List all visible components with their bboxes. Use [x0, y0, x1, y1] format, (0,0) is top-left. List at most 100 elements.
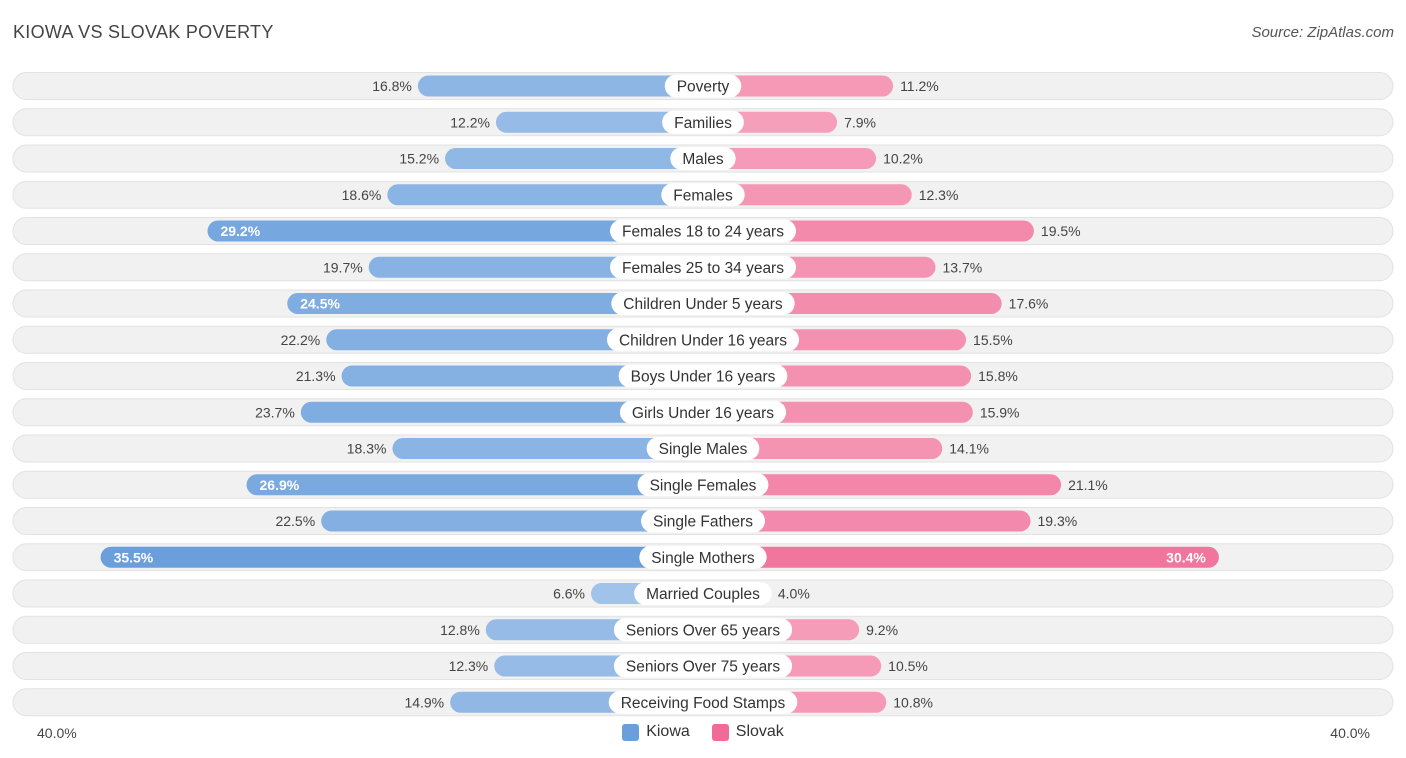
bar-kiowa [445, 148, 703, 169]
category-pill [618, 364, 788, 388]
category-label: Seniors Over 75 years [626, 659, 780, 676]
category-label: Boys Under 16 years [631, 369, 776, 386]
category-label: Females 18 to 24 years [622, 224, 784, 241]
bar-kiowa [246, 474, 703, 496]
category-label: Receiving Food Stamps [621, 695, 786, 712]
value-label-kiowa: 23.7% [255, 404, 295, 420]
value-label-kiowa: 12.8% [440, 622, 480, 638]
axis-label-left: 40.0% [37, 725, 77, 741]
bar-kiowa [321, 510, 703, 532]
category-pill [670, 147, 736, 170]
bar-slovak [703, 546, 1219, 568]
category-label: Families [674, 115, 732, 132]
bar-kiowa [341, 365, 703, 387]
value-label-kiowa: 16.8% [372, 78, 412, 94]
value-label-kiowa: 29.2% [220, 223, 260, 239]
category-label: Children Under 5 years [623, 296, 783, 313]
value-label-slovak: 12.3% [919, 187, 959, 203]
category-pill [610, 219, 796, 243]
bar-kiowa [100, 546, 703, 568]
value-label-slovak: 15.8% [978, 368, 1018, 384]
category-pill [611, 292, 795, 315]
bar-kiowa [300, 401, 703, 423]
legend-swatch-slovak [711, 723, 729, 741]
category-pill [662, 110, 744, 134]
value-label-slovak: 15.9% [980, 404, 1020, 420]
value-label-kiowa: 26.9% [260, 477, 300, 493]
value-label-slovak: 10.5% [888, 658, 928, 674]
value-label-slovak: 14.1% [949, 441, 989, 457]
category-pill [608, 690, 798, 714]
category-pill [619, 400, 787, 424]
category-label: Females 25 to 34 years [622, 260, 784, 277]
value-label-kiowa: 22.2% [281, 332, 321, 348]
category-pill [610, 255, 796, 279]
legend-swatch-kiowa [622, 723, 640, 741]
bar-slovak [703, 474, 1062, 496]
value-label-kiowa: 12.2% [450, 114, 490, 130]
value-label-kiowa: 21.3% [296, 368, 336, 384]
category-label: Single Females [650, 477, 757, 494]
value-label-kiowa: 35.5% [114, 549, 154, 565]
value-label-slovak: 19.3% [1038, 513, 1078, 529]
chart-title: KIOWA VS SLOVAK POVERTY [13, 22, 274, 42]
legend: Kiowa Slovak [0, 723, 1406, 741]
category-label: Married Couples [646, 586, 760, 603]
legend-item-slovak[interactable]: Slovak [711, 723, 784, 741]
category-label: Poverty [677, 79, 730, 96]
axis-label-right: 40.0% [1330, 725, 1370, 741]
value-label-kiowa: 18.3% [347, 441, 387, 457]
value-label-slovak: 19.5% [1041, 223, 1081, 239]
category-pill [634, 582, 772, 605]
category-label: Seniors Over 65 years [626, 622, 780, 639]
value-label-kiowa: 24.5% [300, 296, 340, 312]
bar-kiowa [287, 293, 703, 314]
category-pill [606, 328, 800, 352]
bar-slovak [703, 148, 877, 169]
category-pill [613, 618, 793, 642]
value-label-kiowa: 22.5% [275, 513, 315, 529]
value-label-kiowa: 6.6% [553, 586, 585, 602]
category-pill [664, 74, 742, 98]
value-label-slovak: 15.5% [973, 332, 1013, 348]
category-label: Single Males [659, 441, 748, 458]
value-label-slovak: 21.1% [1068, 477, 1108, 493]
category-pill [661, 183, 745, 207]
value-label-kiowa: 19.7% [323, 259, 363, 275]
category-pill [613, 654, 793, 678]
category-label: Single Fathers [653, 514, 753, 531]
chart-source: Source: ZipAtlas.com [1251, 24, 1394, 41]
category-pill [641, 509, 765, 533]
category-label: Females [673, 187, 733, 204]
bar-kiowa [207, 220, 703, 242]
value-label-slovak: 11.2% [900, 78, 939, 94]
value-label-slovak: 7.9% [844, 114, 876, 130]
legend-label-slovak: Slovak [735, 723, 784, 740]
bar-slovak [703, 75, 894, 97]
bar-kiowa [392, 438, 703, 459]
value-label-slovak: 9.2% [866, 622, 898, 638]
bar-kiowa [495, 111, 703, 133]
category-pill [637, 473, 769, 497]
legend-item-kiowa[interactable]: Kiowa [622, 723, 690, 741]
category-label: Single Mothers [651, 550, 755, 567]
legend-label-kiowa: Kiowa [646, 723, 690, 740]
bar-slovak [703, 184, 912, 206]
value-label-slovak: 10.8% [893, 694, 933, 710]
value-label-slovak: 30.4% [1166, 549, 1206, 565]
value-label-kiowa: 14.9% [404, 694, 444, 710]
value-label-kiowa: 18.6% [342, 187, 382, 203]
bar-kiowa [387, 184, 703, 206]
bar-kiowa [417, 75, 703, 97]
category-pill [639, 545, 767, 569]
category-pill [646, 437, 760, 460]
value-label-slovak: 4.0% [778, 586, 810, 602]
value-label-kiowa: 12.3% [449, 658, 489, 674]
value-label-slovak: 10.2% [883, 151, 923, 167]
category-label: Girls Under 16 years [632, 405, 774, 422]
category-label: Males [682, 151, 724, 168]
bar-slovak [703, 438, 943, 459]
bar-slovak [703, 510, 1031, 532]
